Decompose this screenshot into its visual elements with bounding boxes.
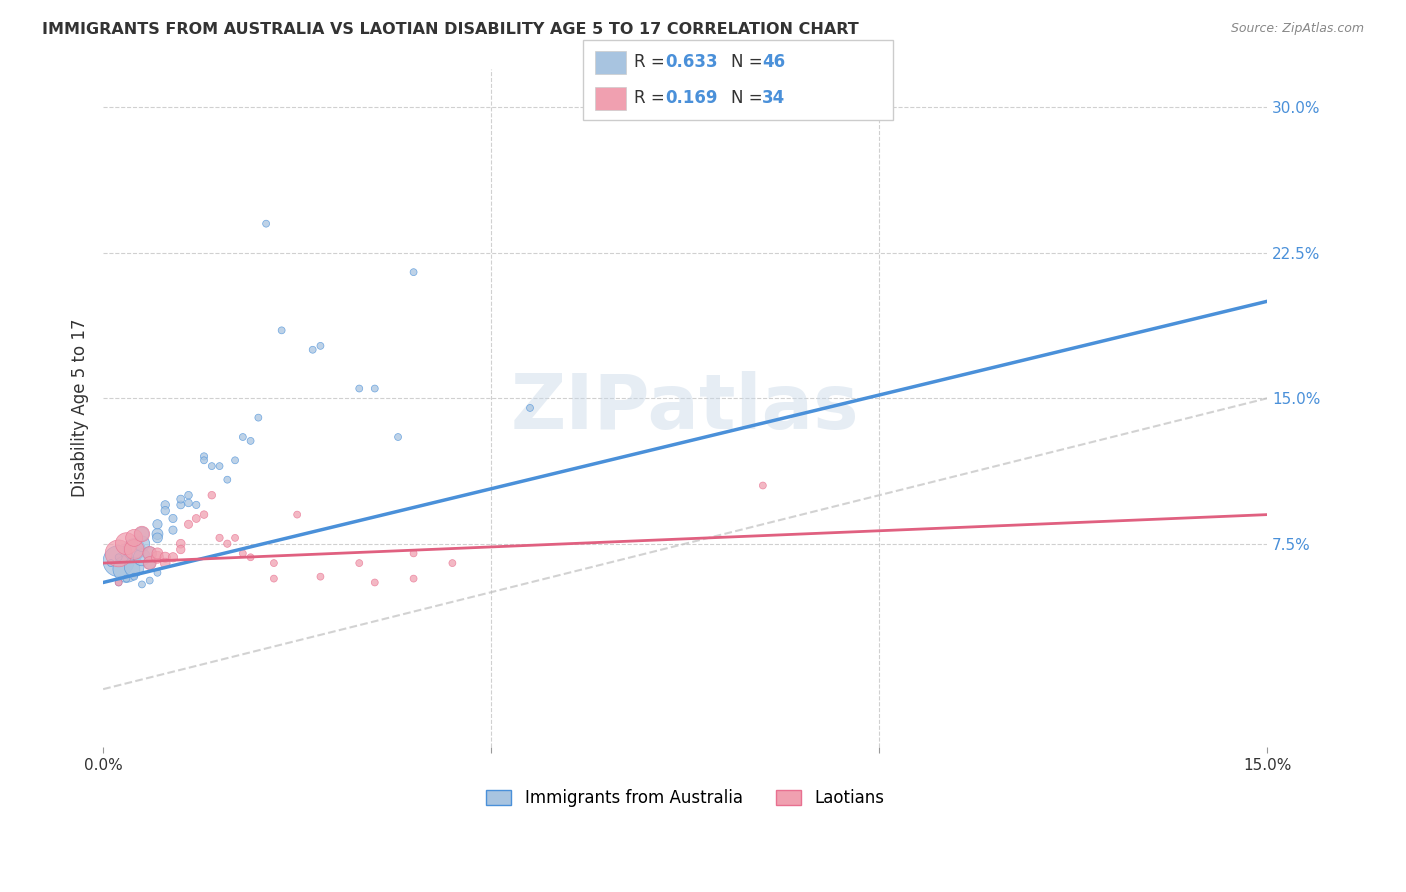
Point: [138, 574, 160, 588]
Text: IMMIGRANTS FROM AUSTRALIA VS LAOTIAN DISABILITY AGE 5 TO 17 CORRELATION CHART: IMMIGRANTS FROM AUSTRALIA VS LAOTIAN DIS…: [42, 22, 859, 37]
Text: Source: ZipAtlas.com: Source: ZipAtlas.com: [1230, 22, 1364, 36]
Point: [131, 577, 153, 591]
Point: [138, 556, 160, 570]
Point: [170, 542, 193, 557]
Text: R =: R =: [634, 89, 671, 107]
Point: [107, 550, 129, 565]
Point: [201, 488, 224, 502]
Y-axis label: Disability Age 5 to 17: Disability Age 5 to 17: [72, 318, 89, 497]
Point: [146, 550, 169, 565]
Point: [138, 546, 160, 560]
Point: [177, 488, 200, 502]
Point: [309, 339, 332, 353]
Point: [402, 265, 425, 279]
Point: [107, 554, 129, 568]
Point: [107, 575, 129, 590]
Point: [232, 546, 254, 560]
Point: [208, 531, 231, 545]
Text: 0.169: 0.169: [665, 89, 717, 107]
Point: [122, 531, 145, 545]
Point: [349, 556, 371, 570]
Point: [115, 537, 138, 551]
Point: [131, 537, 153, 551]
Point: [162, 550, 184, 565]
Point: [193, 508, 215, 522]
Point: [309, 569, 332, 583]
Point: [122, 542, 145, 557]
Text: ZIPatlas: ZIPatlas: [510, 371, 859, 445]
Point: [301, 343, 323, 357]
Point: [224, 453, 246, 467]
Point: [752, 478, 775, 492]
Point: [100, 556, 122, 570]
Point: [146, 566, 169, 580]
Point: [208, 459, 231, 474]
Point: [170, 498, 193, 512]
Point: [131, 527, 153, 541]
Point: [122, 542, 145, 557]
Point: [201, 459, 224, 474]
Point: [402, 546, 425, 560]
Point: [193, 453, 215, 467]
Point: [107, 546, 129, 560]
Point: [146, 517, 169, 532]
Point: [441, 556, 464, 570]
Point: [364, 575, 387, 590]
Point: [107, 575, 129, 590]
Point: [364, 382, 387, 396]
Text: 34: 34: [762, 89, 786, 107]
Point: [263, 556, 285, 570]
Point: [155, 498, 177, 512]
Point: [387, 430, 409, 444]
Text: R =: R =: [634, 54, 671, 71]
Point: [402, 572, 425, 586]
Point: [155, 550, 177, 565]
Point: [170, 492, 193, 507]
Point: [254, 217, 277, 231]
Point: [193, 450, 215, 464]
Text: N =: N =: [731, 89, 768, 107]
Point: [115, 572, 138, 586]
Point: [349, 382, 371, 396]
Point: [162, 511, 184, 525]
Text: 0.633: 0.633: [665, 54, 717, 71]
Point: [131, 550, 153, 565]
Point: [270, 323, 292, 337]
Text: N =: N =: [731, 54, 768, 71]
Point: [247, 410, 270, 425]
Legend: Immigrants from Australia, Laotians: Immigrants from Australia, Laotians: [479, 782, 891, 814]
Point: [131, 527, 153, 541]
Point: [285, 508, 308, 522]
Point: [146, 546, 169, 560]
Point: [138, 556, 160, 570]
Point: [155, 556, 177, 570]
Point: [186, 498, 208, 512]
Text: 46: 46: [762, 54, 785, 71]
Point: [170, 537, 193, 551]
Point: [239, 434, 262, 448]
Point: [519, 401, 541, 415]
Point: [122, 569, 145, 583]
Point: [138, 546, 160, 560]
Point: [232, 430, 254, 444]
Point: [217, 537, 239, 551]
Point: [217, 473, 239, 487]
Point: [239, 550, 262, 565]
Point: [146, 527, 169, 541]
Point: [155, 504, 177, 518]
Point: [146, 531, 169, 545]
Point: [162, 523, 184, 537]
Point: [177, 517, 200, 532]
Point: [177, 496, 200, 510]
Point: [122, 560, 145, 574]
Point: [186, 511, 208, 525]
Point: [115, 562, 138, 576]
Point: [224, 531, 246, 545]
Point: [263, 572, 285, 586]
